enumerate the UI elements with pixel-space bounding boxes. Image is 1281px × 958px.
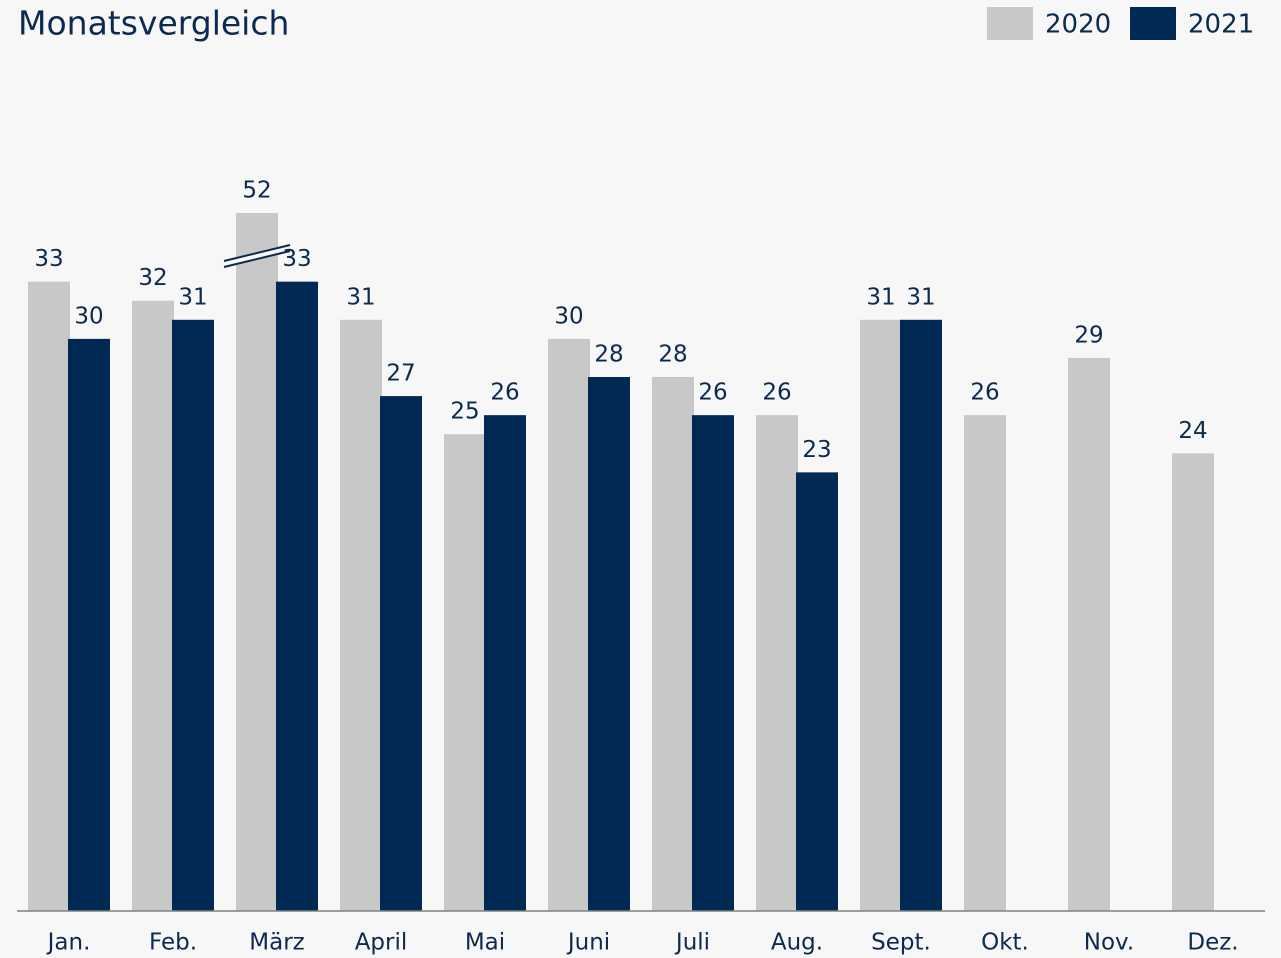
- data-label: 26: [970, 380, 999, 406]
- x-tick-label: Okt.: [981, 930, 1029, 956]
- bar: [380, 396, 422, 911]
- data-label: 25: [450, 399, 479, 425]
- bar: [340, 319, 382, 911]
- x-tick-label: Nov.: [1084, 930, 1134, 956]
- bar: [860, 319, 902, 911]
- x-tick-label: April: [355, 930, 408, 956]
- axis-break-gap: [224, 245, 290, 267]
- data-label: 33: [34, 246, 63, 272]
- bar: [796, 472, 838, 911]
- x-tick-label: Aug.: [771, 930, 823, 956]
- bar: [1068, 357, 1110, 911]
- x-tick-label: Sept.: [871, 930, 931, 956]
- data-label: 31: [178, 284, 207, 310]
- bar: [28, 281, 70, 911]
- data-label: 32: [138, 265, 167, 291]
- data-label: 28: [658, 342, 687, 368]
- data-label: 23: [802, 437, 831, 463]
- data-label: 28: [594, 342, 623, 368]
- axis-break-line: [223, 250, 291, 268]
- bar: [652, 377, 694, 911]
- legend-swatch: [987, 7, 1033, 40]
- bar: [900, 319, 942, 911]
- data-label: 24: [1178, 418, 1207, 444]
- bar: [172, 319, 214, 911]
- data-label: 31: [346, 284, 375, 310]
- bar: [444, 434, 486, 911]
- data-label: 30: [74, 303, 103, 329]
- data-label: 52: [242, 178, 271, 204]
- bar: [964, 415, 1006, 911]
- bar: [276, 281, 318, 911]
- x-tick-label: Feb.: [149, 930, 197, 956]
- data-label: 26: [762, 380, 791, 406]
- data-label: 26: [490, 380, 519, 406]
- bar: [1172, 453, 1214, 911]
- legend-label: 2020: [1045, 10, 1111, 40]
- data-label: 31: [866, 284, 895, 310]
- bar: [692, 415, 734, 911]
- data-label: 29: [1074, 322, 1103, 348]
- x-tick-label: Mai: [465, 930, 505, 956]
- bar: [484, 415, 526, 911]
- bar: [588, 377, 630, 911]
- bar: [548, 338, 590, 911]
- legend-label: 2021: [1188, 10, 1254, 40]
- x-tick-label: Dez.: [1187, 930, 1238, 956]
- axis-break-line: [223, 244, 291, 262]
- legend-swatch: [1130, 7, 1176, 40]
- data-label: 31: [906, 284, 935, 310]
- bar: [68, 338, 110, 911]
- bar: [236, 213, 278, 911]
- x-tick-label: März: [249, 930, 304, 956]
- data-label: 26: [698, 380, 727, 406]
- bar: [132, 300, 174, 911]
- x-tick-label: Jan.: [46, 930, 91, 956]
- data-label: 30: [554, 303, 583, 329]
- data-label: 27: [386, 361, 415, 387]
- x-tick-label: Juli: [674, 930, 710, 956]
- chart-title: Monatsvergleich: [18, 4, 289, 43]
- bar: [756, 415, 798, 911]
- data-label: 33: [282, 246, 311, 272]
- x-tick-label: Juni: [566, 930, 610, 956]
